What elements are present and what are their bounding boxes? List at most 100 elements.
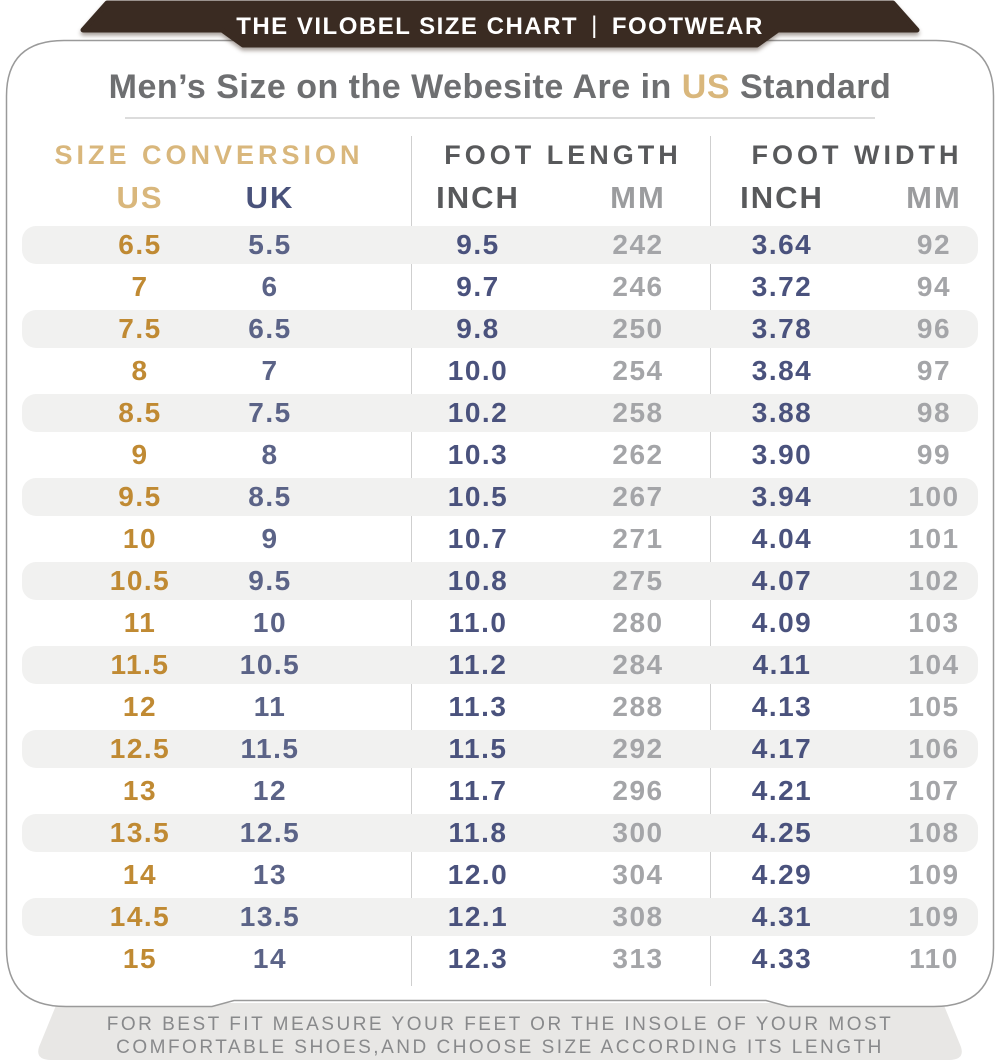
cell-us: 9.5	[118, 481, 162, 512]
column-header-width-mm: MM	[906, 180, 962, 215]
page-title: Men’s Size on the Webesite Are in US Sta…	[0, 68, 1000, 107]
cell-uk: 8	[261, 439, 279, 470]
cell-width-mm: 105	[908, 691, 960, 722]
cell-uk: 12.5	[239, 817, 301, 848]
cell-width-mm: 110	[909, 943, 959, 974]
title-divider	[125, 117, 875, 119]
cell-width-mm: 92	[916, 229, 952, 260]
cell-length-inch: 12.0	[447, 859, 509, 890]
cell-width-mm: 106	[908, 733, 960, 764]
cell-length-inch: 10.7	[447, 523, 509, 554]
cell-uk: 9	[261, 523, 279, 554]
column-divider-1	[411, 136, 412, 986]
cell-length-inch: 12.1	[447, 901, 509, 932]
cell-uk: 10.5	[239, 649, 301, 680]
cell-width-inch: 4.17	[751, 733, 813, 764]
cell-length-mm: 250	[612, 313, 664, 344]
cell-length-inch: 11.8	[448, 817, 508, 848]
cell-width-inch: 3.64	[751, 229, 813, 260]
column-header-length-inch: INCH	[436, 180, 520, 215]
cell-width-mm: 109	[908, 901, 960, 932]
table-row: 8.5 7.5 10.2 258 3.88 98	[0, 392, 1000, 434]
cell-length-mm: 288	[612, 691, 664, 722]
cell-uk: 13	[252, 859, 288, 890]
page-title-prefix: Men’s Size on the Webesite Are in	[108, 68, 682, 106]
group-header-foot-width: FOOT WIDTH	[751, 140, 963, 170]
cell-length-inch: 10.3	[447, 439, 509, 470]
table-row: 11 10 11.0 280 4.09 103	[0, 602, 1000, 644]
cell-width-inch: 4.21	[751, 775, 813, 806]
page-title-suffix: Standard	[730, 68, 892, 106]
cell-us: 13	[122, 775, 158, 806]
cell-width-mm: 108	[908, 817, 960, 848]
cell-width-inch: 4.04	[751, 523, 813, 554]
cell-uk: 11.5	[240, 733, 300, 764]
cell-width-mm: 97	[916, 355, 952, 386]
banner-subtitle: FOOTWEAR	[611, 13, 764, 40]
group-header-size-conversion: SIZE CONVERSION	[54, 140, 364, 170]
cell-us: 7	[131, 271, 149, 302]
cell-length-mm: 271	[612, 523, 664, 554]
cell-width-mm: 100	[908, 481, 960, 512]
cell-length-inch: 11.7	[448, 775, 508, 806]
cell-uk: 6.5	[248, 313, 292, 344]
table-row: 11.5 10.5 11.2 284 4.11 104	[0, 644, 1000, 686]
cell-length-inch: 9.8	[456, 313, 500, 344]
column-header-uk: UK	[245, 180, 295, 215]
cell-width-inch: 4.33	[751, 943, 813, 974]
cell-width-mm: 99	[916, 439, 952, 470]
cell-uk: 9.5	[248, 565, 292, 596]
banner: THE VILOBEL SIZE CHART | FOOTWEAR	[0, 11, 1000, 43]
cell-width-mm: 94	[916, 271, 952, 302]
table-row: 9.5 8.5 10.5 267 3.94 100	[0, 476, 1000, 518]
cell-length-inch: 10.2	[447, 397, 509, 428]
cell-width-inch: 4.13	[751, 691, 813, 722]
cell-us: 8	[131, 355, 149, 386]
cell-uk: 8.5	[248, 481, 292, 512]
cell-length-inch: 10.0	[447, 355, 509, 386]
table-row: 10 9 10.7 271 4.04 101	[0, 518, 1000, 560]
cell-length-mm: 296	[612, 775, 664, 806]
group-header-foot-length: FOOT LENGTH	[444, 140, 682, 170]
cell-width-inch: 3.84	[751, 355, 813, 386]
cell-us: 9	[131, 439, 149, 470]
table-row: 7 6 9.7 246 3.72 94	[0, 266, 1000, 308]
cell-length-inch: 11.5	[448, 733, 508, 764]
cell-length-inch: 9.7	[456, 271, 500, 302]
cell-uk: 7	[261, 355, 279, 386]
table-row: 12 11 11.3 288 4.13 105	[0, 686, 1000, 728]
cell-length-mm: 280	[612, 607, 664, 638]
column-divider-2	[710, 136, 711, 986]
cell-length-mm: 258	[612, 397, 664, 428]
footer-bar	[38, 1003, 962, 1060]
table-row: 10.5 9.5 10.8 275 4.07 102	[0, 560, 1000, 602]
cell-length-mm: 254	[612, 355, 664, 386]
table-row: 8 7 10.0 254 3.84 97	[0, 350, 1000, 392]
cell-us: 14.5	[109, 901, 171, 932]
footer-note: FOR BEST FIT MEASURE YOUR FEET OR THE IN…	[0, 1013, 1000, 1059]
footer-note-line1: FOR BEST FIT MEASURE YOUR FEET OR THE IN…	[106, 1014, 894, 1035]
cell-us: 10.5	[109, 565, 171, 596]
cell-width-inch: 3.88	[751, 397, 813, 428]
table-row: 7.5 6.5 9.8 250 3.78 96	[0, 308, 1000, 350]
cell-length-mm: 262	[612, 439, 664, 470]
cell-length-inch: 11.0	[448, 607, 508, 638]
cell-uk: 10	[252, 607, 288, 638]
cell-width-inch: 4.29	[751, 859, 813, 890]
cell-us: 10	[122, 523, 158, 554]
page-title-highlight: US	[681, 68, 730, 106]
cell-length-inch: 11.2	[448, 649, 508, 680]
cell-length-mm: 267	[612, 481, 664, 512]
cell-width-inch: 4.09	[751, 607, 813, 638]
cell-us: 12	[122, 691, 158, 722]
cell-us: 15	[122, 943, 158, 974]
cell-uk: 5.5	[248, 229, 292, 260]
banner-separator: |	[591, 12, 599, 39]
cell-width-mm: 109	[908, 859, 960, 890]
cell-length-inch: 9.5	[456, 229, 500, 260]
cell-us: 12.5	[109, 733, 171, 764]
cell-length-mm: 242	[612, 229, 664, 260]
cell-uk: 12	[252, 775, 288, 806]
cell-us: 8.5	[118, 397, 162, 428]
